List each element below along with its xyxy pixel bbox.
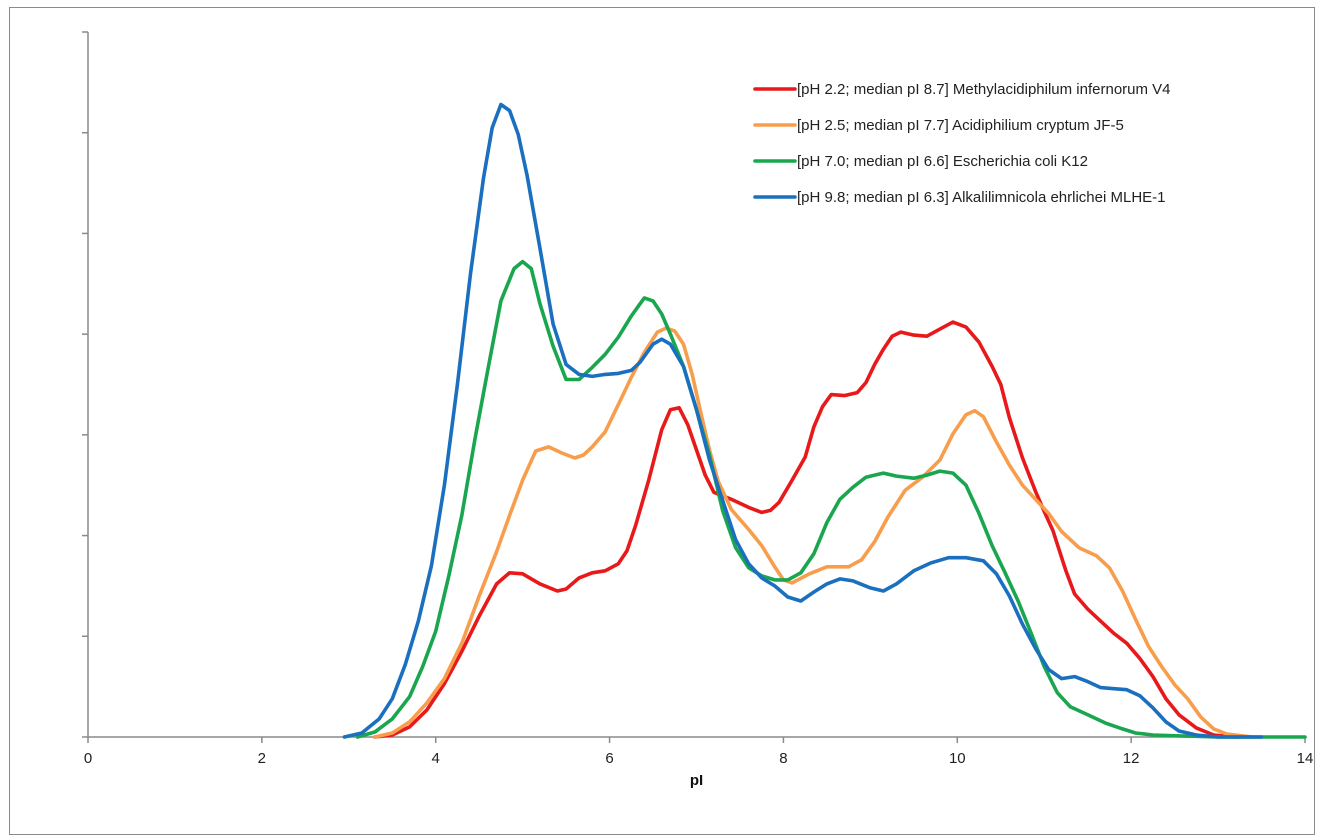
series-line-4 — [342, 102, 1264, 739]
x-tick-label: 0 — [84, 750, 92, 767]
x-tick-label: 8 — [779, 750, 787, 767]
legend-label-1: [pH 2.2; median pI 8.7] Methylacidiphilu… — [797, 81, 1171, 98]
axes: 0 2 4 6 8 10 12 14 — [82, 31, 1314, 767]
x-axis-title: pI — [690, 772, 703, 789]
legend-label-3: [pH 7.0; median pI 6.6] Escherichia coli… — [797, 153, 1088, 170]
x-tick-label: 6 — [605, 750, 613, 767]
x-tick-label: 4 — [432, 750, 440, 767]
chart-frame — [9, 7, 1315, 835]
series-lines — [342, 102, 1307, 739]
x-tick-label: 14 — [1297, 750, 1314, 767]
series-line-2 — [373, 326, 1255, 739]
x-tick-label: 12 — [1123, 750, 1140, 767]
legend-label-2: [pH 2.5; median pI 7.7] Acidiphilium cry… — [797, 117, 1124, 134]
legend-label-4: [pH 9.8; median pI 6.3] Alkalilimnicola … — [797, 189, 1166, 206]
series-line-1 — [373, 320, 1238, 739]
x-tick-label: 10 — [949, 750, 966, 767]
x-tick-label: 2 — [258, 750, 266, 767]
legend: [pH 2.2; median pI 8.7] Methylacidiphilu… — [753, 81, 1171, 206]
